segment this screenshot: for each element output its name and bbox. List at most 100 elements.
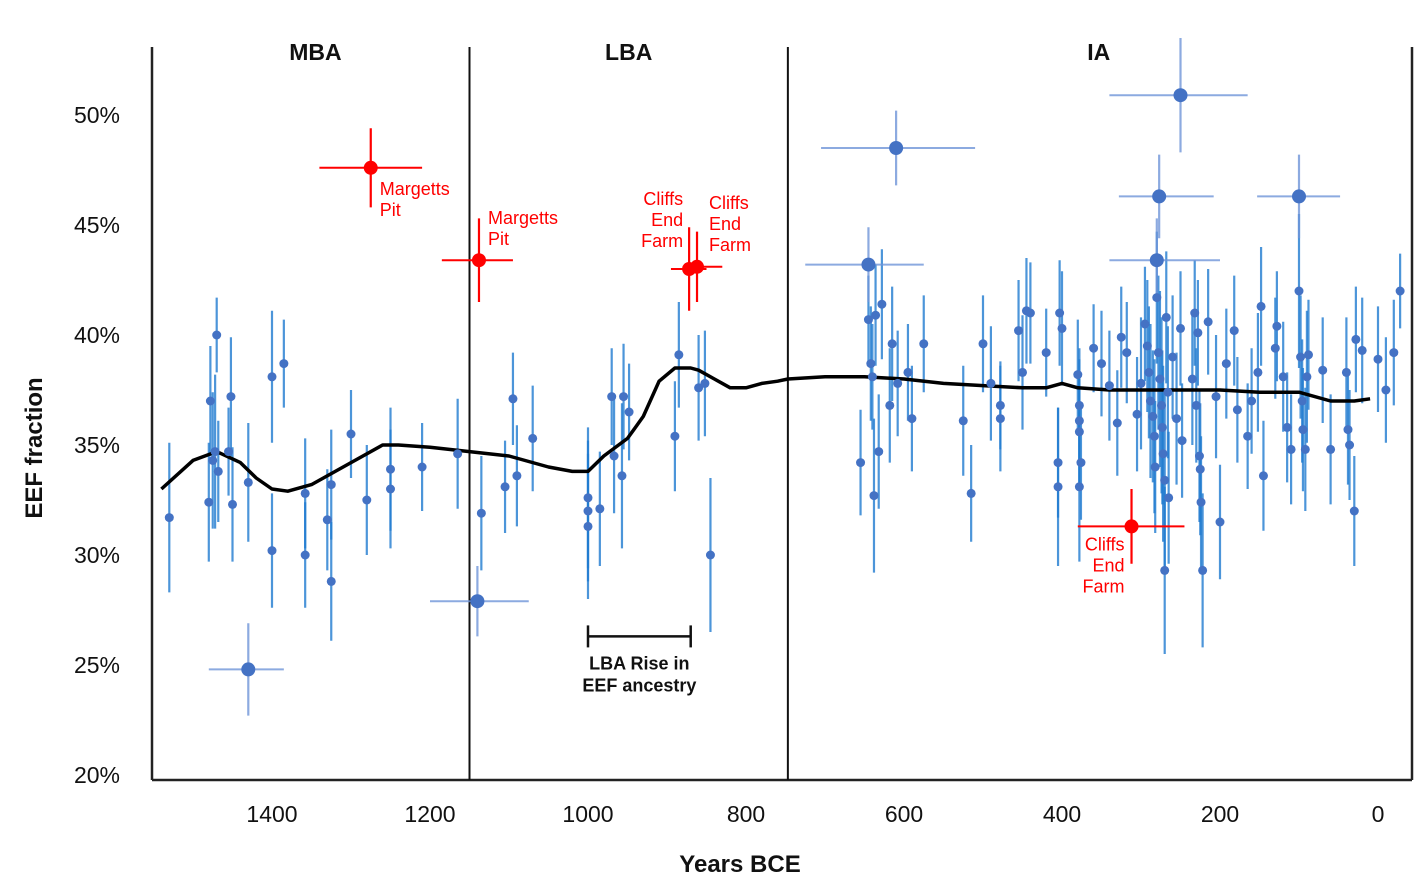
data-point (1194, 451, 1204, 461)
data-point (1053, 482, 1063, 492)
data-point (1187, 374, 1197, 384)
data-point (241, 662, 256, 677)
data-point (1203, 317, 1213, 327)
data-point (1302, 372, 1312, 382)
data-point (1152, 293, 1162, 303)
outlier-label-line: End (651, 210, 683, 230)
data-point (1104, 381, 1114, 391)
data-point (866, 359, 876, 369)
data-point (1122, 348, 1132, 358)
x-tick-label: 200 (1201, 801, 1239, 827)
data-point (966, 488, 976, 498)
data-point (1074, 482, 1084, 492)
highlight-point (1124, 519, 1139, 534)
data-point (863, 315, 873, 325)
x-tick-label: 400 (1043, 801, 1081, 827)
data-point (1243, 431, 1253, 441)
data-point (210, 447, 220, 457)
data-point (1076, 458, 1086, 468)
data-point (417, 462, 427, 472)
data-point (1193, 328, 1203, 338)
data-point (583, 506, 593, 516)
data-point (1142, 341, 1152, 351)
data-point (1195, 464, 1205, 474)
y-tick-label: 35% (74, 432, 120, 458)
data-point (243, 477, 253, 487)
data-point (877, 299, 887, 309)
data-point (1132, 409, 1142, 419)
data-point (1097, 359, 1106, 369)
data-point (164, 513, 174, 523)
y-tick-label: 25% (74, 652, 120, 678)
data-point (1057, 323, 1067, 333)
data-point (1144, 367, 1154, 377)
data-point (674, 350, 684, 360)
data-point (1160, 565, 1170, 575)
data-point (205, 396, 215, 406)
data-point (1389, 348, 1399, 358)
data-point (1373, 354, 1383, 364)
y-tick-label: 30% (74, 542, 120, 568)
data-point (893, 378, 903, 388)
data-point (1158, 449, 1168, 459)
data-point (1176, 323, 1185, 333)
data-point (208, 455, 218, 465)
outlier-label: Margetts Pit (488, 208, 558, 249)
bracket-label-line: LBA Rise in (589, 653, 689, 673)
data-point (1253, 367, 1263, 377)
data-point (1112, 418, 1122, 428)
outlier-label: Cliffs End Farm (641, 189, 683, 251)
data-point (1053, 458, 1063, 468)
data-point (867, 372, 877, 382)
y-tick-label: 40% (74, 322, 120, 348)
data-point (1074, 416, 1084, 426)
period-dividers: MBA LBA IA (289, 39, 1110, 780)
data-points (164, 88, 1405, 677)
data-point (326, 480, 336, 490)
outlier-label-line: Margetts (488, 208, 558, 228)
data-point (1349, 506, 1359, 516)
data-point (995, 400, 1005, 410)
period-label-mba: MBA (289, 39, 341, 65)
data-point (1025, 308, 1035, 318)
data-point (476, 508, 486, 518)
x-tick-label: 1000 (562, 801, 613, 827)
data-point (279, 359, 289, 369)
data-point (386, 464, 395, 474)
data-point (322, 515, 332, 525)
highlight-point (363, 160, 378, 175)
data-point (595, 504, 605, 514)
outlier-label-line: Farm (1083, 576, 1125, 596)
data-point (1073, 370, 1083, 380)
data-point (1157, 400, 1167, 410)
data-point (1140, 319, 1150, 329)
data-point (1198, 565, 1208, 575)
data-point (694, 383, 704, 393)
data-point (1191, 400, 1201, 410)
y-tick-label: 50% (74, 102, 120, 128)
data-point (1145, 396, 1155, 406)
outlier-label-line: End (1092, 555, 1124, 575)
data-point (528, 433, 538, 443)
data-point (470, 594, 485, 609)
data-point (1345, 440, 1355, 450)
data-point (1055, 308, 1065, 318)
data-point (1211, 392, 1221, 402)
y-tick-label: 45% (74, 212, 120, 238)
data-point (267, 546, 277, 556)
data-point (1164, 493, 1174, 503)
outlier-label-line: Margetts (380, 179, 450, 199)
outlier-label-line: Pit (488, 229, 509, 249)
data-point (1172, 414, 1182, 424)
x-tick-label: 1200 (404, 801, 455, 827)
data-point (1074, 400, 1084, 410)
data-point (583, 521, 593, 531)
x-axis-title: Years BCE (679, 851, 800, 878)
data-point (1326, 444, 1336, 454)
outlier-label-line: Cliffs (643, 189, 683, 209)
data-point (1161, 312, 1171, 322)
data-point (919, 339, 929, 349)
data-point (1155, 374, 1165, 384)
data-point (887, 339, 897, 349)
data-point (1041, 348, 1051, 358)
